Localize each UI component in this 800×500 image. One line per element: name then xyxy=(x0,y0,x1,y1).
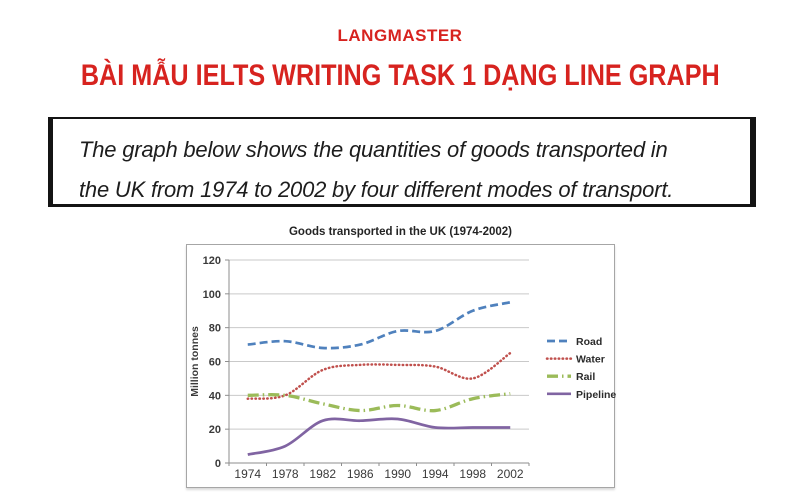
series-pipeline xyxy=(247,417,511,456)
y-tick-label: 80 xyxy=(209,323,221,335)
brand-logo: LANGMASTER xyxy=(337,26,463,45)
x-tick-label: 1994 xyxy=(422,467,449,481)
task-prompt-line: the UK from 1974 to 2002 by four differe… xyxy=(79,177,674,202)
y-tick-label: 100 xyxy=(203,289,221,301)
y-tick-label: 60 xyxy=(209,357,221,369)
legend-item-rail: Rail xyxy=(547,371,595,383)
legend-item-pipeline: Pipeline xyxy=(547,389,616,401)
legend-label-road: Road xyxy=(576,336,602,348)
page-title: BÀI MẪU IELTS WRITING TASK 1 DẠNG LINE G… xyxy=(80,59,720,92)
x-tick-label: 2002 xyxy=(497,467,524,481)
x-tick-label: 1986 xyxy=(347,467,374,481)
page-title-wrap: BÀI MẪU IELTS WRITING TASK 1 DẠNG LINE G… xyxy=(0,56,800,93)
series-water xyxy=(246,351,512,400)
line-chart: 0 20 40 60 80 100 120 1974 1978 1982 1986 1990 1994 1… xyxy=(189,255,616,481)
y-tick-label: 20 xyxy=(209,424,221,436)
y-tick-label: 0 xyxy=(215,458,221,470)
legend-label-rail: Rail xyxy=(576,371,595,383)
y-axis-title: Million tonnes xyxy=(189,326,201,397)
chart-figure: Goods transported in the UK (1974-2002) … xyxy=(186,226,616,488)
chart-title: Goods transported in the UK (1974-2002) xyxy=(288,226,513,238)
legend-label-water: Water xyxy=(576,354,605,366)
y-tick-label: 120 xyxy=(203,255,221,267)
legend-item-water: Water xyxy=(545,354,605,366)
series-rail xyxy=(247,392,511,413)
x-tick-label: 1990 xyxy=(384,467,411,481)
x-tick-label: 1998 xyxy=(459,467,486,481)
series-road xyxy=(247,300,511,350)
y-tick-label: 40 xyxy=(209,390,221,402)
chart-plot-container: 0 20 40 60 80 100 120 1974 1978 1982 1986 1990 1994 1… xyxy=(186,244,616,488)
x-tick-label: 1978 xyxy=(272,467,299,481)
x-tick-label: 1974 xyxy=(234,467,261,481)
legend-item-road: Road xyxy=(547,336,602,348)
task-prompt-box: The graph below shows the quantities of … xyxy=(48,117,756,207)
task-prompt-line: The graph below shows the quantities of … xyxy=(79,137,668,162)
x-tick-label: 1982 xyxy=(309,467,336,481)
legend-label-pipeline: Pipeline xyxy=(576,389,616,401)
